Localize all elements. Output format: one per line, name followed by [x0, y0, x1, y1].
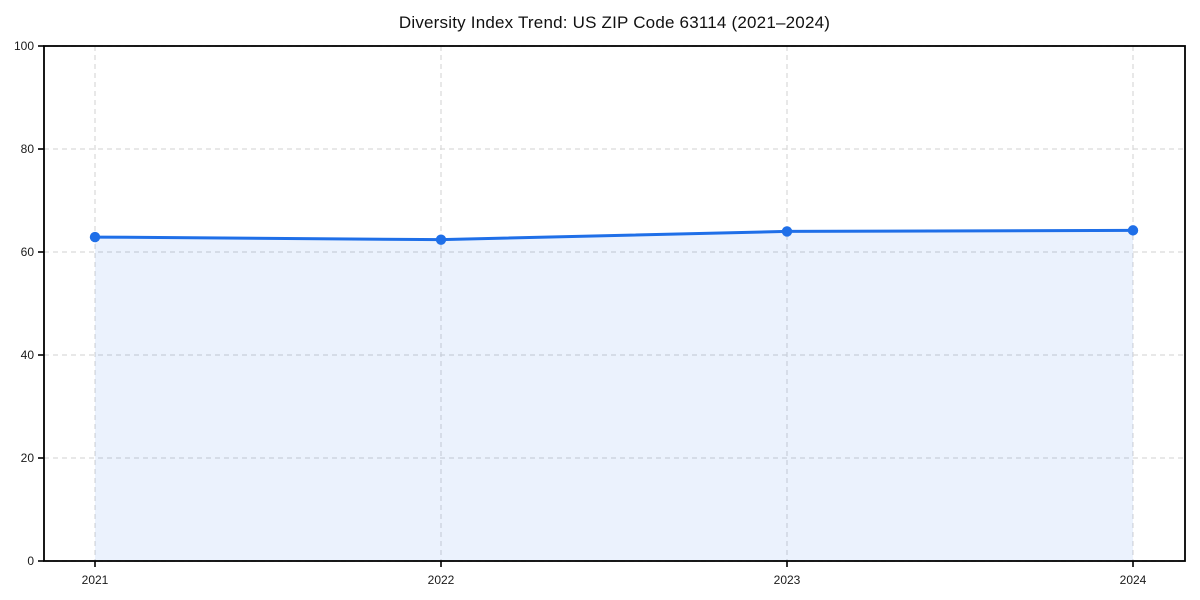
y-tick-label: 60	[21, 245, 35, 259]
y-tick-label: 100	[14, 39, 34, 53]
chart-title: Diversity Index Trend: US ZIP Code 63114…	[398, 13, 831, 32]
data-point-marker	[1127, 225, 1139, 236]
series-line	[93, 228, 1135, 242]
y-tick-label: 40	[21, 348, 35, 362]
y-tick-label: 0	[27, 554, 34, 568]
plot-background	[44, 46, 1185, 561]
x-tick-label: 2023	[774, 573, 801, 587]
x-tick-label: 2022	[428, 573, 455, 587]
axes-spines	[43, 45, 1186, 562]
y-tick-label: 20	[21, 451, 35, 465]
series-area-fill	[95, 230, 1133, 561]
data-point-marker	[781, 226, 793, 237]
x-tick-label: 2024	[1120, 573, 1147, 587]
data-point-marker	[89, 231, 101, 243]
data-point-marker	[435, 234, 447, 245]
x-tick-label: 2021	[82, 573, 109, 587]
y-tick-label: 80	[21, 142, 35, 156]
